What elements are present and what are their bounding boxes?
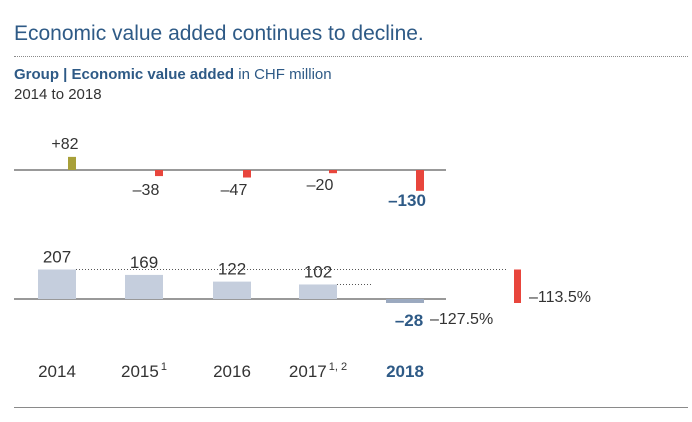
x-tick-year: 2017 — [289, 362, 327, 381]
x-tick-year: 2015 — [121, 362, 159, 381]
level-bar — [386, 299, 424, 303]
level-bar — [213, 281, 251, 299]
x-tick-year: 2016 — [213, 362, 251, 381]
pct-change-label-2017: –127.5% — [430, 311, 493, 328]
subtitle-unit: in CHF million — [234, 66, 332, 83]
change-2014-bar — [514, 269, 521, 303]
level-label: –28 — [395, 311, 423, 330]
level-bar — [299, 284, 337, 299]
change-label: –38 — [133, 182, 160, 199]
top-dotted-divider — [14, 56, 688, 57]
chart-subtitle: Group | Economic value added in CHF mill… — [14, 66, 332, 83]
change-label: –130 — [388, 191, 426, 210]
level-bar — [38, 269, 76, 299]
x-tick-label: 2018 — [386, 362, 424, 381]
change-label: –47 — [221, 182, 248, 199]
subtitle-bold: Group | Economic value added — [14, 66, 235, 83]
x-tick-year: 2018 — [386, 362, 424, 381]
x-tick-label: 2016 — [213, 362, 251, 381]
change-label: +82 — [51, 136, 78, 153]
x-tick-year: 2014 — [38, 362, 76, 381]
change-label: –20 — [307, 177, 334, 194]
change-bar — [243, 170, 251, 178]
chart-period: 2014 to 2018 — [14, 86, 102, 103]
x-tick-footnote: 1 — [161, 361, 167, 373]
change-bar — [416, 170, 424, 191]
change-bar — [68, 156, 76, 170]
level-label: 169 — [130, 253, 158, 272]
level-bar — [125, 274, 163, 299]
pct-change-label-2014: –113.5% — [529, 289, 591, 306]
level-label: 102 — [304, 262, 332, 281]
x-tick-label: 2014 — [38, 362, 76, 381]
bottom-divider — [14, 407, 688, 408]
change-bar — [155, 170, 163, 177]
change-bar — [329, 170, 337, 174]
x-tick-label: 2017 1, 2 — [289, 361, 347, 381]
headline: Economic value added continues to declin… — [14, 22, 424, 45]
x-tick-label: 2015 1 — [121, 361, 167, 381]
level-label: 207 — [43, 248, 71, 267]
x-tick-footnote: 1, 2 — [329, 361, 347, 373]
